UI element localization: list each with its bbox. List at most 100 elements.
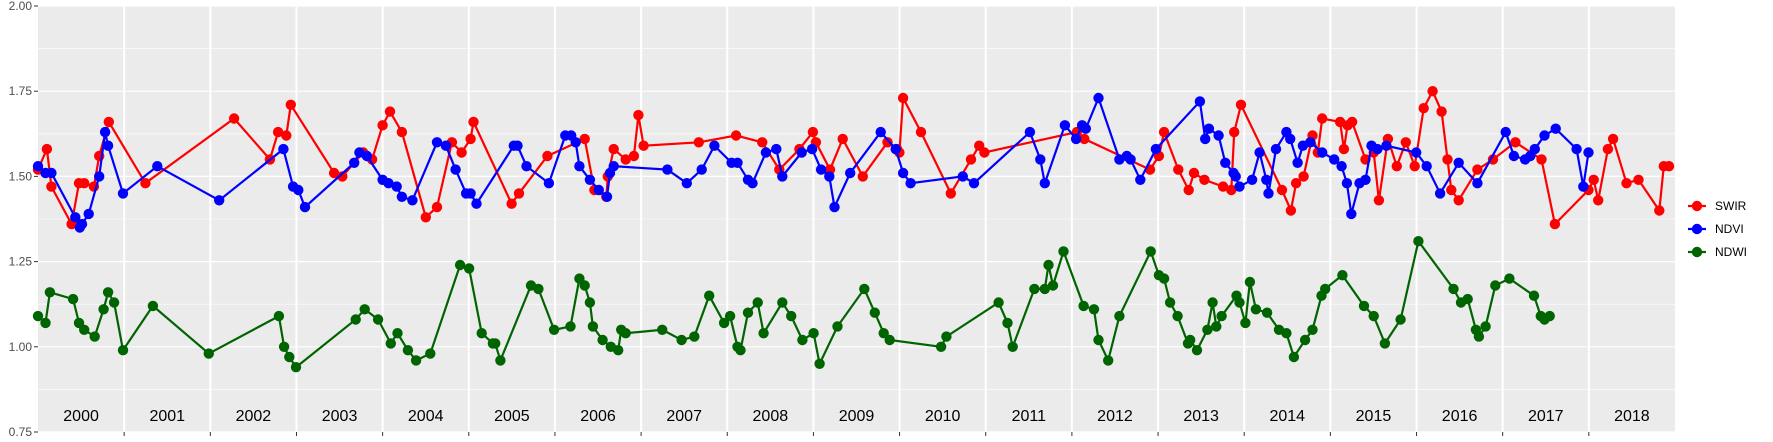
data-point-swir: [1290, 178, 1302, 189]
data-point-swir: [1373, 195, 1385, 206]
data-point-ndvi: [431, 137, 443, 148]
data-point-ndwi: [1234, 297, 1245, 308]
data-point-swir: [456, 147, 467, 158]
data-point-ndwi: [777, 297, 788, 308]
data-point-swir: [506, 198, 517, 209]
data-point-ndvi: [1336, 161, 1347, 172]
data-point-ndvi: [875, 126, 886, 138]
data-point-ndwi: [1185, 334, 1196, 346]
data-point-ndwi: [1358, 300, 1370, 312]
data-point-swir: [41, 143, 53, 155]
data-point-ndwi: [742, 307, 754, 318]
data-point-ndvi: [1125, 154, 1136, 165]
data-point-ndwi: [548, 324, 560, 335]
data-point-swir: [693, 137, 704, 148]
data-point-ndwi: [392, 328, 403, 339]
data-point-swir: [1418, 103, 1429, 114]
data-point-ndvi: [1213, 130, 1224, 141]
data-point-ndvi: [845, 167, 856, 179]
data-point-ndwi: [1211, 321, 1222, 332]
data-point-ndvi: [696, 164, 707, 175]
legend-label-ndwi: NDWI: [1715, 245, 1747, 259]
data-point-ndwi: [350, 314, 361, 325]
data-point-ndwi: [1281, 328, 1292, 339]
data-point-ndwi: [476, 328, 487, 339]
y-tick-label: 1.75: [9, 84, 33, 98]
data-point-ndvi: [608, 161, 619, 172]
data-point-ndwi: [814, 358, 825, 369]
data-point-ndwi: [40, 317, 51, 329]
data-point-ndvi: [796, 147, 807, 158]
data-point-swir: [608, 143, 619, 155]
data-point-swir: [1607, 133, 1619, 145]
data-point-ndvi: [76, 218, 88, 230]
data-point-ndvi: [361, 150, 373, 162]
data-point-ndwi: [359, 304, 370, 315]
data-point-ndwi: [1088, 304, 1100, 315]
data-point-swir: [837, 133, 848, 145]
y-tick-label: 1.00: [9, 340, 33, 354]
data-point-ndwi: [1448, 283, 1459, 295]
data-point-ndwi: [278, 341, 290, 352]
data-point-ndvi: [1234, 181, 1245, 192]
data-point-swir: [1453, 195, 1464, 206]
data-point-ndvi: [601, 191, 613, 202]
data-point-ndvi: [1529, 143, 1541, 155]
year-label: 2001: [149, 408, 185, 425]
data-point-ndvi: [1411, 147, 1422, 158]
data-point-ndwi: [1164, 297, 1176, 308]
year-label: 2004: [408, 408, 444, 425]
data-point-ndwi: [1368, 310, 1379, 322]
data-point-ndwi: [1240, 317, 1251, 329]
data-point-swir: [1391, 161, 1403, 172]
data-point-swir: [1621, 178, 1632, 189]
data-point-ndvi: [1270, 143, 1282, 155]
data-point-ndwi: [32, 310, 44, 322]
data-point-ndwi: [1395, 314, 1406, 325]
year-label: 2003: [322, 408, 358, 425]
data-point-ndwi: [1337, 270, 1348, 281]
year-label: 2005: [494, 408, 530, 425]
data-point-ndvi: [1254, 147, 1265, 158]
data-point-swir: [542, 150, 553, 162]
data-point-ndvi: [396, 191, 408, 202]
data-point-ndvi: [1093, 92, 1104, 104]
data-point-ndwi: [587, 321, 599, 332]
data-point-swir: [384, 106, 396, 117]
data-point-swir: [46, 181, 57, 192]
data-point-swir: [328, 167, 340, 179]
legend-key-point-ndwi: [1691, 246, 1703, 258]
data-point-ndvi: [815, 164, 827, 175]
data-point-ndwi: [284, 351, 295, 363]
data-point-ndwi: [98, 304, 109, 315]
data-point-swir: [79, 178, 90, 189]
year-label: 2010: [925, 408, 961, 425]
data-point-ndwi: [385, 338, 396, 349]
data-point-swir: [1427, 86, 1438, 97]
data-point-ndwi: [1002, 317, 1013, 329]
y-axis: 0.75 1.00 1.25 1.50 1.75 2.00: [9, 0, 38, 439]
data-point-ndwi: [410, 355, 422, 366]
data-point-ndwi: [1244, 276, 1256, 288]
legend-label-swir: SWIR: [1715, 199, 1747, 213]
data-point-swir: [1510, 137, 1521, 148]
data-point-swir: [628, 150, 640, 162]
data-point-ndwi: [565, 321, 576, 332]
data-point-ndvi: [102, 140, 114, 151]
data-point-ndwi: [797, 334, 808, 346]
data-point-ndvi: [732, 157, 743, 168]
data-point-ndwi: [1307, 324, 1318, 335]
data-point-ndwi: [1103, 355, 1114, 366]
data-point-swir: [1173, 164, 1184, 175]
year-label: 2007: [666, 408, 702, 425]
data-point-ndwi: [89, 331, 100, 342]
data-point-ndvi: [584, 174, 596, 185]
data-point-swir: [337, 171, 348, 182]
data-point-ndvi: [1059, 120, 1071, 131]
data-point-ndwi: [869, 307, 880, 318]
data-point-ndvi: [905, 178, 916, 189]
data-point-ndwi: [1320, 283, 1331, 295]
data-point-ndwi: [993, 297, 1004, 308]
data-point-swir: [857, 171, 868, 182]
data-point-swir: [377, 120, 388, 131]
